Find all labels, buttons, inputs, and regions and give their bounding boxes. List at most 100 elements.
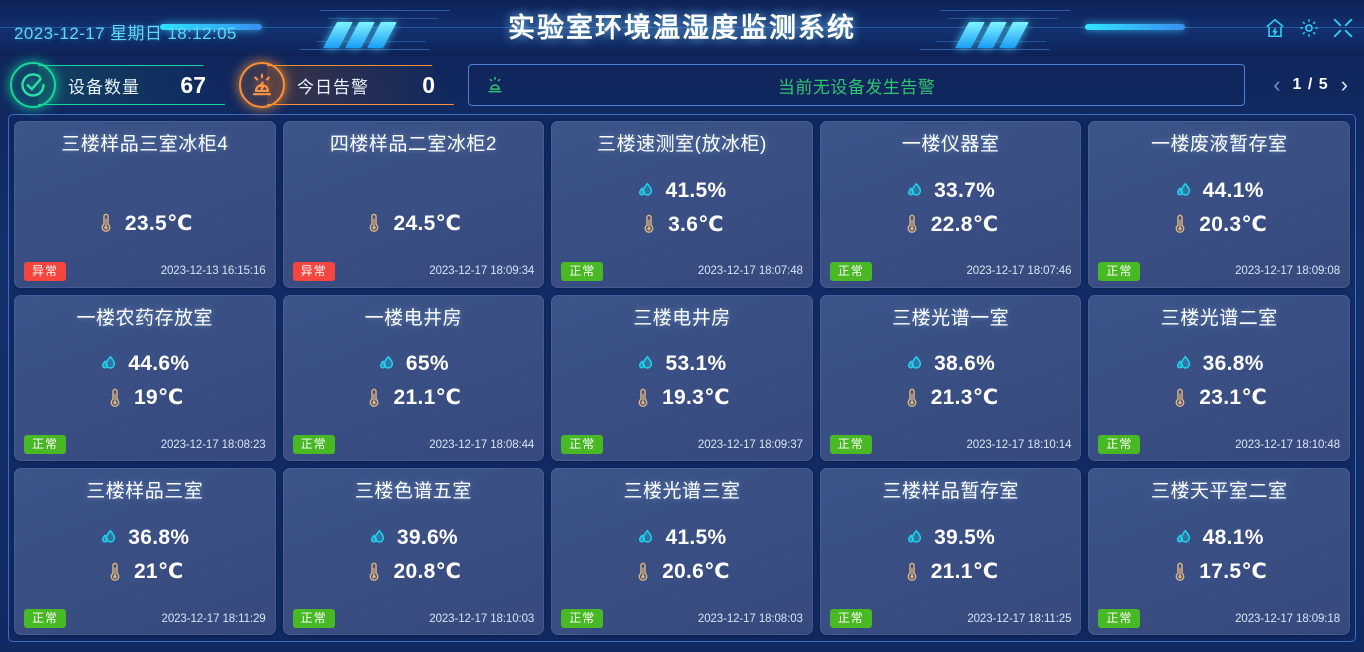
thermometer-icon: [110, 562, 120, 581]
humidity-drop-icon: [1176, 530, 1190, 543]
humidity-metric: 48.1%: [1175, 526, 1264, 550]
humidity-value: 48.1%: [1202, 526, 1264, 550]
humidity-value: 38.6%: [934, 352, 996, 376]
status-badge: 正常: [561, 609, 604, 628]
header-divider-line: [0, 27, 1364, 28]
device-card[interactable]: 三楼天平室二室 48.1% 17.5℃ 正常 2023-12-17 18:09:18: [1088, 468, 1350, 635]
page-indicator: 1 / 5: [1292, 76, 1329, 93]
humidity-drop-icon: [907, 356, 922, 370]
temperature-value: 17.5℃: [1199, 560, 1268, 584]
alert-message: 当前无设备发生告警: [777, 77, 936, 97]
temperature-metric: 21.1℃: [365, 385, 461, 410]
stat-device-count[interactable]: 设备数量 67: [10, 62, 225, 107]
temperature-value: 21℃: [133, 560, 184, 584]
device-metrics: 23.5℃: [24, 158, 266, 258]
device-name: 三楼光谱三室: [623, 481, 741, 503]
device-card[interactable]: 一楼废液暂存室 44.1% 20.3℃ 正常 2023-12-17 18:09:08: [1088, 121, 1350, 288]
humidity-metric: 44.6%: [100, 352, 189, 376]
humidity-value: 41.5%: [665, 526, 727, 550]
status-badge: 正常: [561, 261, 604, 281]
thermometer-icon: [907, 562, 917, 581]
prev-page-button[interactable]: ‹: [1273, 72, 1281, 97]
status-bar: 设备数量 67 今日告警 0 当前无设备发生告警 ‹ 1: [0, 56, 1364, 114]
device-card[interactable]: 三楼电井房 53.1% 19.3℃ 正常 2023-12-17 18:09:37: [551, 294, 813, 462]
timestamp: 2023-12-17 18:10:03: [429, 612, 535, 625]
temperature-metric: 21.3℃: [903, 385, 999, 410]
humidity-value: 39.5%: [934, 526, 996, 550]
device-card[interactable]: 一楼农药存放室 44.6% 19℃ 正常 2023-12-17 18:08:23: [14, 294, 276, 462]
fullscreen-icon[interactable]: [1332, 17, 1354, 39]
temperature-metric: 3.6℃: [640, 212, 724, 237]
device-card[interactable]: 三楼光谱一室 38.6% 21.3℃ 正常 2023-12-17 18:10:14: [819, 294, 1082, 462]
device-card[interactable]: 一楼电井房 65% 21.1℃ 正常 2023-12-17 18:08:44: [282, 294, 545, 462]
pagination: ‹ 1 / 5 ›: [1259, 74, 1354, 96]
temperature-value: 20.3℃: [1199, 212, 1268, 236]
humidity-value: 44.6%: [128, 352, 190, 376]
next-page-button[interactable]: ›: [1340, 72, 1348, 97]
temperature-value: 19.3℃: [662, 386, 730, 410]
card-footer: 正常 2023-12-17 18:09:18: [1098, 609, 1340, 628]
device-card[interactable]: 三楼样品三室 36.8% 21℃ 正常 2023-12-17 18:11:29: [14, 468, 276, 635]
device-metrics: 65% 21.1℃: [293, 332, 535, 432]
device-metrics: 39.6% 20.8℃: [293, 505, 535, 605]
timestamp: 2023-12-13 16:15:16: [160, 265, 266, 278]
device-card[interactable]: 三楼光谱二室 36.8% 23.1℃ 正常 2023-12-17 18:10:48: [1088, 294, 1350, 462]
humidity-value: 53.1%: [665, 352, 727, 376]
humidity-drop-icon: [102, 356, 116, 370]
humidity-drop-icon: [907, 182, 922, 196]
device-card[interactable]: 三楼光谱三室 41.5% 20.6℃ 正常 2023-12-17 18:08:03: [551, 468, 813, 635]
header-accent-bar-left: [160, 24, 262, 30]
alarm-light-icon: [239, 62, 285, 108]
alert-banner[interactable]: 当前无设备发生告警: [468, 64, 1246, 106]
device-name: 三楼速测室(放冰柜): [597, 134, 767, 155]
device-card[interactable]: 四楼样品二室冰柜2 24.5℃ 异常 2023-12-17 18:09:34: [282, 121, 545, 288]
card-footer: 正常 2023-12-17 18:10:14: [829, 435, 1071, 455]
device-card[interactable]: 三楼样品三室冰柜4 23.5℃ 异常 2023-12-13 16:15:16: [14, 121, 276, 288]
device-name: 一楼废液暂存室: [1150, 134, 1288, 155]
stat-value: 67: [180, 71, 206, 98]
status-badge: 正常: [24, 609, 67, 628]
stat-teeth-decoration: [307, 104, 415, 111]
timestamp: 2023-12-17 18:11:25: [967, 612, 1072, 625]
thermometer-icon: [644, 215, 654, 234]
thermometer-icon: [370, 562, 379, 581]
temperature-metric: 23.5℃: [97, 211, 193, 236]
device-name: 三楼样品三室: [86, 481, 204, 503]
card-footer: 正常 2023-12-17 18:09:37: [561, 435, 803, 455]
temperature-value: 20.8℃: [393, 560, 462, 584]
device-metrics: 44.6% 19℃: [24, 332, 266, 432]
timestamp: 2023-12-17 18:09:37: [697, 438, 803, 451]
thermometer-icon: [638, 388, 648, 407]
device-card[interactable]: 一楼仪器室 33.7% 22.8℃ 正常 2023-12-17 18:07:46: [819, 121, 1082, 288]
timestamp: 2023-12-17 18:07:46: [966, 265, 1072, 278]
device-card[interactable]: 三楼色谱五室 39.6% 20.8℃ 正常 2023-12-17 18:10:03: [282, 468, 545, 635]
humidity-value: 33.7%: [934, 178, 996, 202]
status-badge: 正常: [561, 435, 604, 455]
temperature-value: 24.5℃: [393, 211, 462, 235]
device-card[interactable]: 三楼速测室(放冰柜) 41.5% 3.6℃ 正常 2023-12-17 18:07:48: [551, 121, 813, 288]
thermometer-icon: [907, 215, 917, 234]
header-datetime: 2023-12-17 星期日 18:12:05: [14, 24, 237, 43]
device-name: 一楼电井房: [364, 307, 463, 329]
card-footer: 正常 2023-12-17 18:10:48: [1098, 435, 1340, 455]
device-card-grid: 三楼样品三室冰柜4 23.5℃ 异常 2023-12-13 16:15:16 四楼样品二…: [8, 114, 1356, 642]
stat-today-alarms[interactable]: 今日告警 0: [239, 62, 454, 108]
header-accent-bar-right: [1085, 24, 1185, 30]
humidity-value: 44.1%: [1202, 178, 1264, 202]
device-card[interactable]: 三楼样品暂存室 39.5% 21.1℃ 正常 2023-12-17 18:11:25: [819, 468, 1082, 635]
stat-label: 今日告警: [297, 77, 369, 97]
header-icon-group: [1264, 17, 1354, 39]
temperature-value: 20.6℃: [662, 560, 730, 584]
humidity-drop-icon: [1176, 356, 1190, 370]
temperature-value: 21.3℃: [930, 386, 999, 410]
card-footer: 正常 2023-12-17 18:07:48: [561, 261, 803, 281]
device-metrics: 38.6% 21.3℃: [830, 332, 1072, 432]
status-badge: 正常: [1098, 261, 1141, 281]
timestamp: 2023-12-17 18:09:34: [429, 265, 535, 278]
timestamp: 2023-12-17 18:08:23: [160, 438, 266, 451]
gear-icon[interactable]: [1298, 17, 1320, 39]
card-footer: 正常 2023-12-17 18:11:25: [829, 609, 1072, 628]
home-icon[interactable]: [1264, 17, 1286, 39]
temperature-metric: 20.6℃: [634, 559, 730, 584]
device-name: 三楼样品三室冰柜4: [61, 134, 229, 155]
